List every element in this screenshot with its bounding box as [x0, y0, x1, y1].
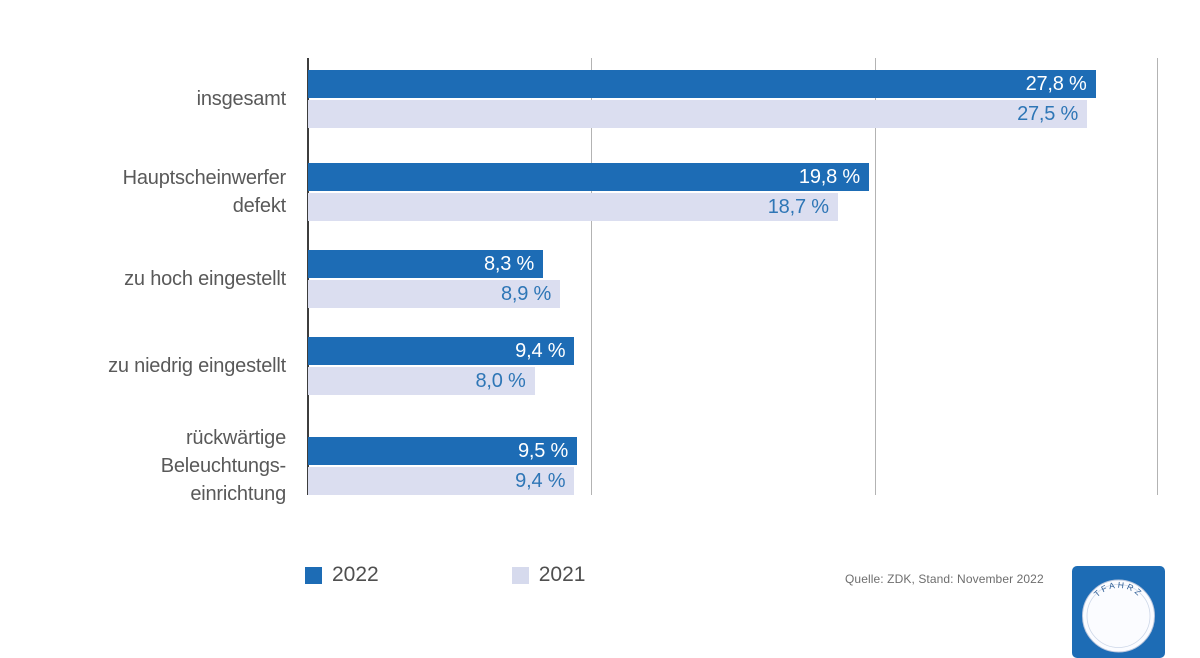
category-label: zu niedrig eingestellt [108, 355, 286, 377]
source-note: Quelle: ZDK, Stand: November 2022 [845, 572, 1044, 586]
infographic-page: { "chart_data": { "type": "bar", "orient… [0, 58, 1165, 658]
kfz-gewerbe-stamp-logo: TFAHRZ [1072, 566, 1165, 658]
bar-2022: 9,4 % [308, 337, 575, 365]
bar-2021: 8,0 % [308, 367, 535, 395]
category-label: Hauptscheinwerfer defekt [122, 167, 287, 217]
value-label-2022: 9,4 % [515, 339, 566, 362]
bar-2021: 27,5 % [308, 100, 1088, 128]
value-label-2022: 8,3 % [484, 252, 535, 275]
legend-item-2022: 2022 [305, 563, 379, 587]
legend-swatch-2021 [511, 566, 529, 584]
bar-2021: 8,9 % [308, 280, 561, 308]
bar-pair: 19,8 % 18,7 % [308, 163, 1158, 221]
bar-group-hauptscheinwerfer-defekt: Hauptscheinwerfer defekt 19,8 % 18,7 % [0, 163, 1158, 221]
legend-label-2021: 2021 [538, 563, 586, 586]
legend-swatch-2022 [305, 566, 322, 584]
bar-pair: 9,5 % 9,4 % [308, 437, 1158, 495]
legend-label-2022: 2022 [332, 563, 379, 586]
value-label-2021: 8,0 % [475, 369, 526, 392]
value-label-2021: 18,7 % [767, 195, 829, 218]
value-label-2022: 9,5 % [518, 439, 569, 462]
bar-pair: 27,8 % 27,5 % [308, 70, 1158, 128]
bar-group-insgesamt: insgesamt 27,8 % 27,5 % [0, 70, 1158, 128]
gridline-30-percent [1157, 58, 1158, 495]
bar-group-zu-hoch-eingestellt: zu hoch eingestellt 8,3 % 8,9 % [0, 250, 1158, 308]
value-label-2021: 27,5 % [1017, 102, 1079, 125]
category-label: zu hoch eingestellt [124, 268, 286, 290]
category-label: rückwärtige Beleuchtungs- einrichtung [160, 427, 286, 505]
bar-2021: 18,7 % [308, 193, 838, 221]
bar-2022: 27,8 % [308, 70, 1096, 98]
value-label-2022: 19,8 % [798, 165, 860, 188]
bar-2021: 9,4 % [308, 467, 575, 495]
bar-group-zu-niedrig-eingestellt: zu niedrig eingestellt 9,4 % 8,0 % [0, 337, 1158, 395]
bar-2022: 19,8 % [308, 163, 869, 191]
bar-2022: 8,3 % [308, 250, 544, 278]
value-label-2022: 27,8 % [1025, 72, 1087, 95]
bar-pair: 8,3 % 8,9 % [308, 250, 1158, 308]
gridline-10-percent [591, 58, 593, 495]
bar-group-rueckwaertige-beleuchtungseinrichtung: rückwärtige Beleuchtungs- einrichtung 9,… [0, 424, 1158, 508]
value-label-2021: 9,4 % [515, 469, 566, 492]
bar-2022: 9,5 % [308, 437, 578, 465]
legend-item-2021: 2021 [511, 563, 586, 587]
bar-pair: 9,4 % 8,0 % [308, 337, 1158, 395]
legend: 2022 2021 [305, 563, 585, 587]
category-label: insgesamt [196, 88, 287, 110]
gridline-20-percent [874, 58, 876, 495]
value-label-2021: 8,9 % [501, 282, 552, 305]
